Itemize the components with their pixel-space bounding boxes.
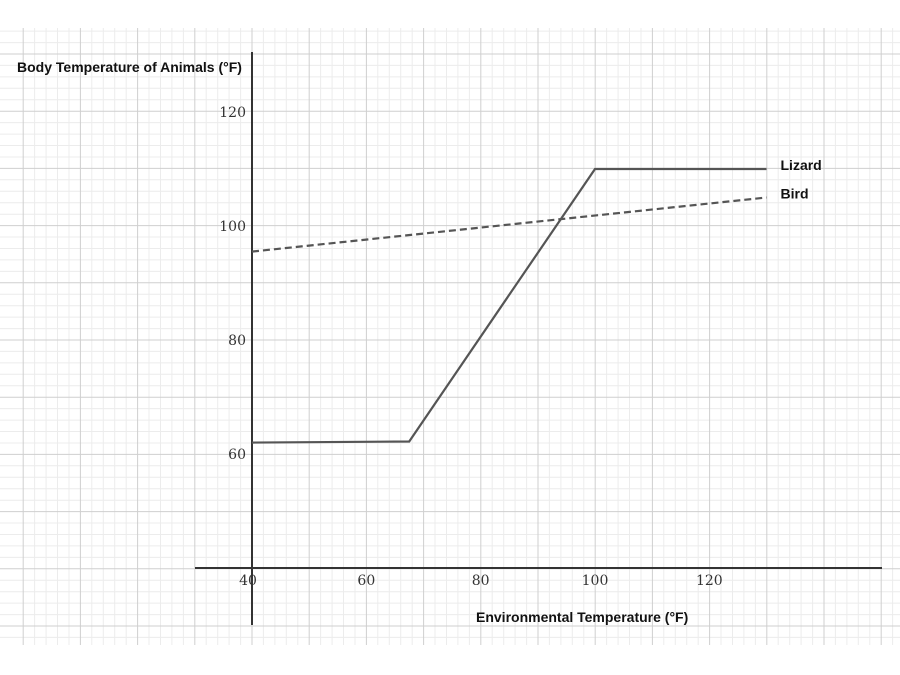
x-axis-title: Environmental Temperature (°F) (476, 609, 688, 625)
y-tick-label: 120 (219, 105, 246, 121)
series-line-lizard (251, 167, 767, 444)
axes (195, 52, 882, 625)
y-tick-label: 80 (228, 333, 246, 349)
series-label-lizard: Lizard (781, 157, 822, 173)
series-label-bird: Bird (781, 186, 809, 202)
series-lines (251, 167, 767, 444)
y-axis-title: Body Temperature of Animals (°F) (17, 59, 242, 75)
y-tick-label: 60 (228, 447, 246, 463)
y-tick-label: 100 (219, 219, 246, 235)
grid-minor (0, 28, 900, 645)
tick-labels: 40 60 80 100 120 60 80 100 120 (219, 105, 722, 589)
x-tick-label: 120 (696, 573, 723, 589)
x-tick-label: 40 (239, 573, 257, 589)
series-line-bird (251, 196, 767, 253)
x-tick-label: 60 (357, 573, 375, 589)
x-tick-label: 100 (582, 573, 609, 589)
grid-major (0, 28, 900, 645)
series-labels: Lizard Bird (781, 157, 822, 202)
x-tick-label: 80 (472, 573, 490, 589)
